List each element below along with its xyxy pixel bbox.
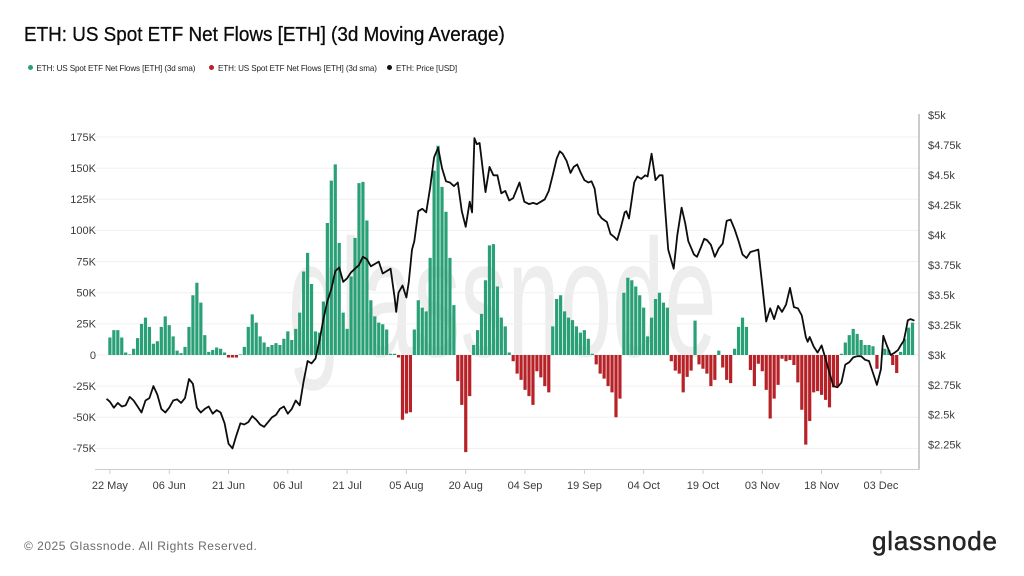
svg-text:-25K: -25K bbox=[73, 381, 97, 393]
svg-text:125K: 125K bbox=[70, 194, 96, 206]
svg-text:03 Dec: 03 Dec bbox=[863, 480, 898, 492]
svg-text:150K: 150K bbox=[70, 163, 96, 175]
svg-text:50K: 50K bbox=[76, 288, 96, 300]
svg-text:25K: 25K bbox=[76, 319, 96, 331]
svg-text:21 Jun: 21 Jun bbox=[212, 480, 245, 492]
svg-text:$4.25k: $4.25k bbox=[928, 200, 962, 212]
svg-text:$4k: $4k bbox=[928, 230, 946, 242]
svg-text:0: 0 bbox=[90, 350, 96, 362]
svg-text:22 May: 22 May bbox=[92, 480, 129, 492]
svg-text:$4.5k: $4.5k bbox=[928, 170, 955, 182]
svg-text:$2.5k: $2.5k bbox=[928, 410, 955, 422]
svg-text:06 Jun: 06 Jun bbox=[153, 480, 186, 492]
svg-text:$5k: $5k bbox=[928, 110, 946, 122]
svg-text:100K: 100K bbox=[70, 225, 96, 237]
svg-text:$3.25k: $3.25k bbox=[928, 320, 962, 332]
svg-text:19 Oct: 19 Oct bbox=[687, 480, 719, 492]
svg-text:$3k: $3k bbox=[928, 350, 946, 362]
svg-text:$2.25k: $2.25k bbox=[928, 440, 962, 452]
svg-text:04 Sep: 04 Sep bbox=[508, 480, 543, 492]
svg-text:-50K: -50K bbox=[73, 412, 97, 424]
svg-text:19 Sep: 19 Sep bbox=[567, 480, 602, 492]
svg-text:-75K: -75K bbox=[73, 443, 97, 455]
svg-text:175K: 175K bbox=[70, 132, 96, 144]
svg-text:$4.75k: $4.75k bbox=[928, 140, 962, 152]
svg-text:$3.5k: $3.5k bbox=[928, 290, 955, 302]
svg-text:03 Nov: 03 Nov bbox=[745, 480, 780, 492]
svg-text:75K: 75K bbox=[76, 256, 96, 268]
svg-text:$3.75k: $3.75k bbox=[928, 260, 962, 272]
svg-text:20 Aug: 20 Aug bbox=[449, 480, 483, 492]
svg-text:06 Jul: 06 Jul bbox=[273, 480, 302, 492]
svg-text:21 Jul: 21 Jul bbox=[332, 480, 361, 492]
svg-text:04 Oct: 04 Oct bbox=[627, 480, 659, 492]
svg-text:18 Nov: 18 Nov bbox=[804, 480, 839, 492]
svg-text:05 Aug: 05 Aug bbox=[389, 480, 423, 492]
svg-text:$2.75k: $2.75k bbox=[928, 380, 962, 392]
